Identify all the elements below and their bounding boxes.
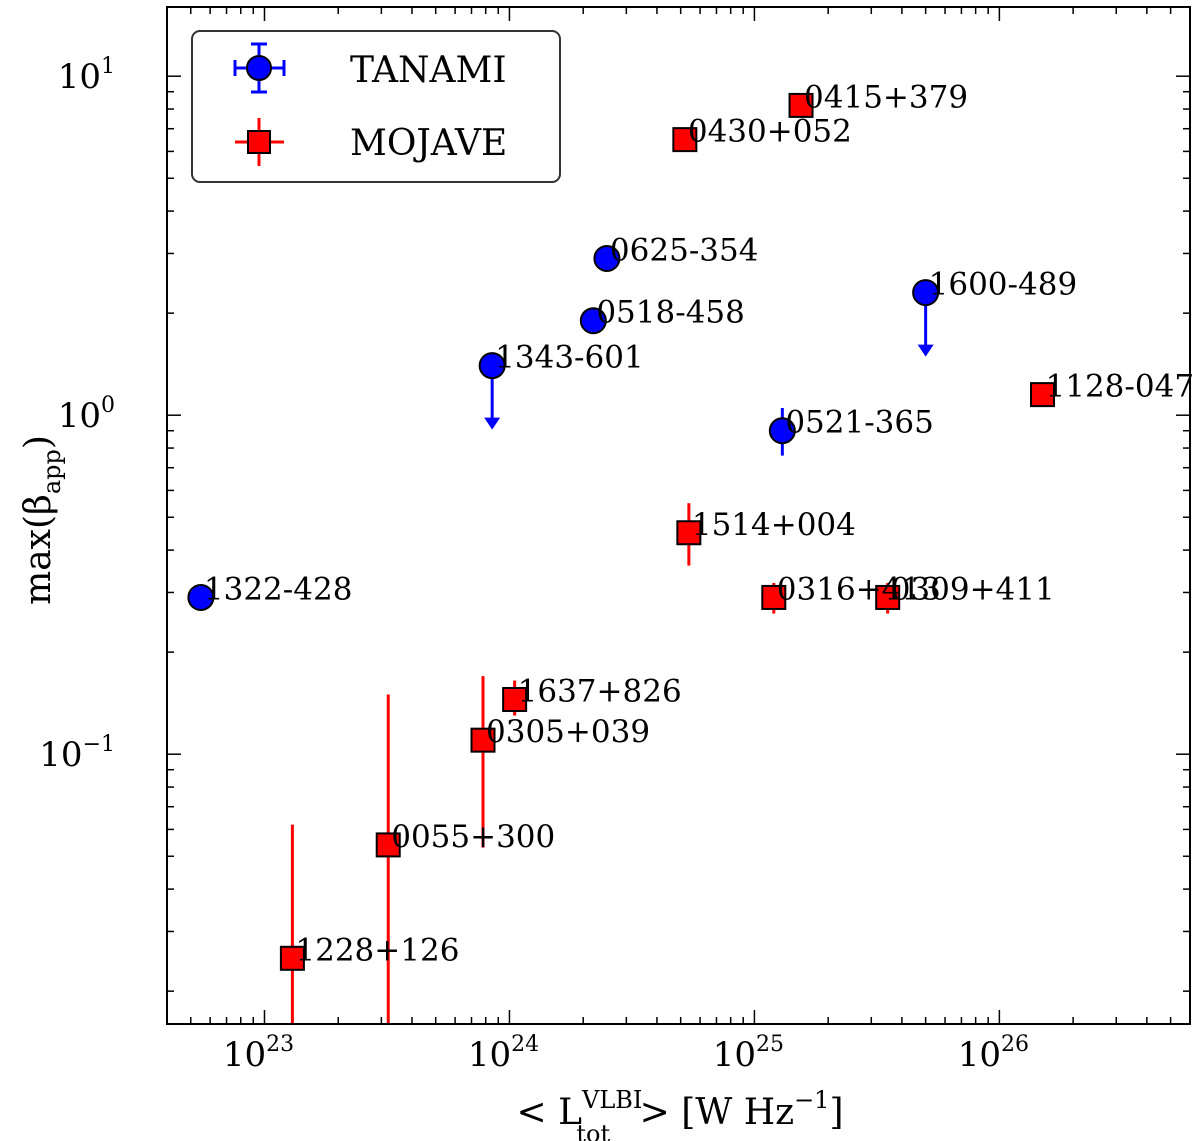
point-1322-428 <box>187 583 215 611</box>
point-label-1514-004: 1514+004 <box>692 507 856 543</box>
point-label-0518-458: 0518-458 <box>596 295 745 331</box>
upper-limit-arrow-1343-601 <box>484 417 501 430</box>
point-label-1228-126: 1228+126 <box>295 932 459 968</box>
point-1514-004 <box>676 520 702 546</box>
point-label-1322-428: 1322-428 <box>204 571 353 607</box>
point-label-0055-300: 0055+300 <box>391 819 555 855</box>
point-label-1128-047: 1128-047 <box>1046 369 1195 405</box>
point-0430-052 <box>672 127 698 153</box>
legend-marker-mojave <box>235 118 284 166</box>
point-0055-300 <box>375 832 401 858</box>
data-markers <box>187 92 1056 971</box>
y-axis-label: max(βapp) <box>18 435 66 605</box>
axis-ticks: 1023 1024 1025 1026 10−1 100 101 <box>39 7 1190 1075</box>
point-1637-826 <box>502 686 528 712</box>
point-0518-458 <box>579 307 607 335</box>
point-label-0305-039: 0305+039 <box>486 714 650 750</box>
x-tick-label: 1023 <box>223 1032 294 1075</box>
legend-marker-tanami <box>233 42 286 94</box>
plot-frame <box>166 6 1191 1025</box>
point-label-1600-489: 1600-489 <box>929 267 1078 303</box>
point-labels: 1322-428 1343-601 0518-458 0625-354 0521-365… <box>204 79 1194 968</box>
point-label-1637-826: 1637+826 <box>518 673 682 709</box>
point-label-0316-413: 0316+413 <box>777 571 941 607</box>
y-tick-label: 100 <box>58 393 115 436</box>
point-0415-379 <box>788 92 814 118</box>
point-label-0309-411: 0309+411 <box>891 571 1055 607</box>
legend-entry-mojave: MOJAVE <box>350 123 507 164</box>
legend: TANAMI MOJAVE <box>191 30 561 183</box>
point-label-0521-365: 0521-365 <box>785 405 934 441</box>
point-1600-489 <box>912 279 940 307</box>
point-label-0430-052: 0430+052 <box>688 114 852 150</box>
point-0316-413 <box>761 584 787 610</box>
y-tick-label: 101 <box>58 54 115 97</box>
upper-limit-arrow-1600-489 <box>917 344 934 357</box>
point-0521-365 <box>768 417 796 445</box>
x-axis-label: < LVLBI tot > [W Hz−1] <box>517 1086 844 1141</box>
point-0305-039 <box>470 727 496 753</box>
point-1128-047 <box>1030 382 1056 408</box>
point-1343-601 <box>478 352 506 380</box>
x-tick-label: 1026 <box>958 1032 1029 1075</box>
point-label-0415-379: 0415+379 <box>804 79 968 115</box>
y-tick-label: 10−1 <box>39 732 115 775</box>
point-0309-411 <box>875 584 901 610</box>
point-0625-354 <box>593 244 621 272</box>
point-1228-126 <box>279 945 305 971</box>
x-tick-label: 1025 <box>713 1032 784 1075</box>
x-tick-label: 1024 <box>468 1032 539 1075</box>
legend-entry-tanami: TANAMI <box>350 50 507 91</box>
point-label-1343-601: 1343-601 <box>495 340 644 376</box>
point-label-0625-354: 0625-354 <box>610 232 759 268</box>
